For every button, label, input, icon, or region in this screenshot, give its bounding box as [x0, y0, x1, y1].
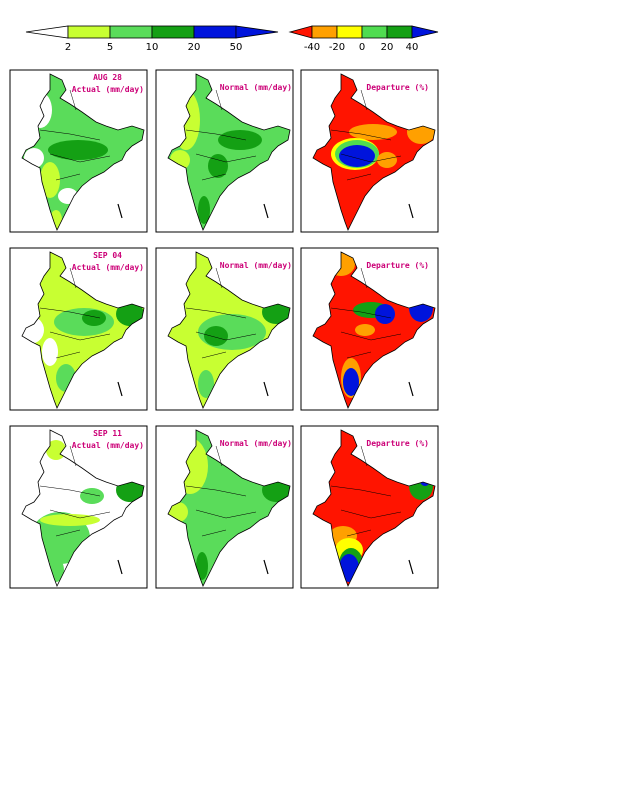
legend-tick: 10 — [146, 42, 159, 53]
actual-label: Actual (mm/day) — [72, 263, 144, 272]
normal-label: Normal (mm/day) — [220, 261, 292, 270]
legend-tick: 50 — [230, 42, 243, 53]
legend-swatch-gt40 — [411, 25, 439, 39]
legend-swatch-20-50 — [193, 25, 237, 39]
actual-map-panel: AUG 28 Actual (mm/day) — [9, 69, 148, 233]
date-label: SEP 11 — [93, 429, 122, 438]
actual-map-panel: SEP 11 Actual (mm/day) — [9, 425, 148, 589]
normal-label: Normal (mm/day) — [220, 439, 292, 448]
legend-swatch-lt2 — [25, 25, 69, 39]
rainfall-legend: 2 5 10 20 50 — [25, 25, 279, 53]
legend-tick: -20 — [329, 42, 345, 53]
departure-map-panel: Departure (%) — [300, 425, 439, 589]
legend-tick: -40 — [304, 42, 320, 53]
normal-label: Normal (mm/day) — [220, 83, 292, 92]
actual-label: Actual (mm/day) — [72, 85, 144, 94]
row-sep-11: SEP 11 Actual (mm/day) Normal (mm/day) — [9, 425, 439, 589]
row-sep-04: SEP 04 Actual (mm/day) Normal (mm/day) — [9, 247, 439, 411]
departure-legend: -40 -20 0 20 40 — [288, 25, 439, 53]
date-label: SEP 04 — [93, 251, 122, 260]
legend-tick: 0 — [359, 42, 365, 53]
normal-map-panel: Normal (mm/day) — [155, 425, 294, 589]
departure-map-panel: Departure (%) — [300, 69, 439, 233]
actual-label: Actual (mm/day) — [72, 441, 144, 450]
legend-swatch-20-40 — [386, 25, 413, 39]
legend-swatch-40-20 — [311, 25, 338, 39]
legend-tick: 2 — [65, 42, 71, 53]
actual-map-panel: SEP 04 Actual (mm/day) — [9, 247, 148, 411]
legend-swatch-10-20 — [151, 25, 195, 39]
normal-map-panel: Normal (mm/day) — [155, 247, 294, 411]
legend-swatch-lt-40 — [288, 25, 313, 39]
legend-swatch-5-10 — [109, 25, 153, 39]
departure-map-panel: Departure (%) — [300, 247, 439, 411]
legend-tick: 20 — [381, 42, 394, 53]
legend-tick: 40 — [406, 42, 419, 53]
departure-label: Departure (%) — [366, 83, 429, 92]
legend-tick: 20 — [188, 42, 201, 53]
legend-swatch-gt50 — [235, 25, 279, 39]
departure-label: Departure (%) — [366, 439, 429, 448]
normal-map-panel: Normal (mm/day) — [155, 69, 294, 233]
date-label: AUG 28 — [93, 73, 122, 82]
legend-swatch-2-5 — [67, 25, 111, 39]
legend-tick: 5 — [107, 42, 113, 53]
legend-swatch-0-20 — [361, 25, 388, 39]
row-aug-28: AUG 28 Actual (mm/day) Normal (mm/day) — [9, 69, 439, 233]
departure-label: Departure (%) — [366, 261, 429, 270]
legend-swatch-20-0 — [336, 25, 363, 39]
